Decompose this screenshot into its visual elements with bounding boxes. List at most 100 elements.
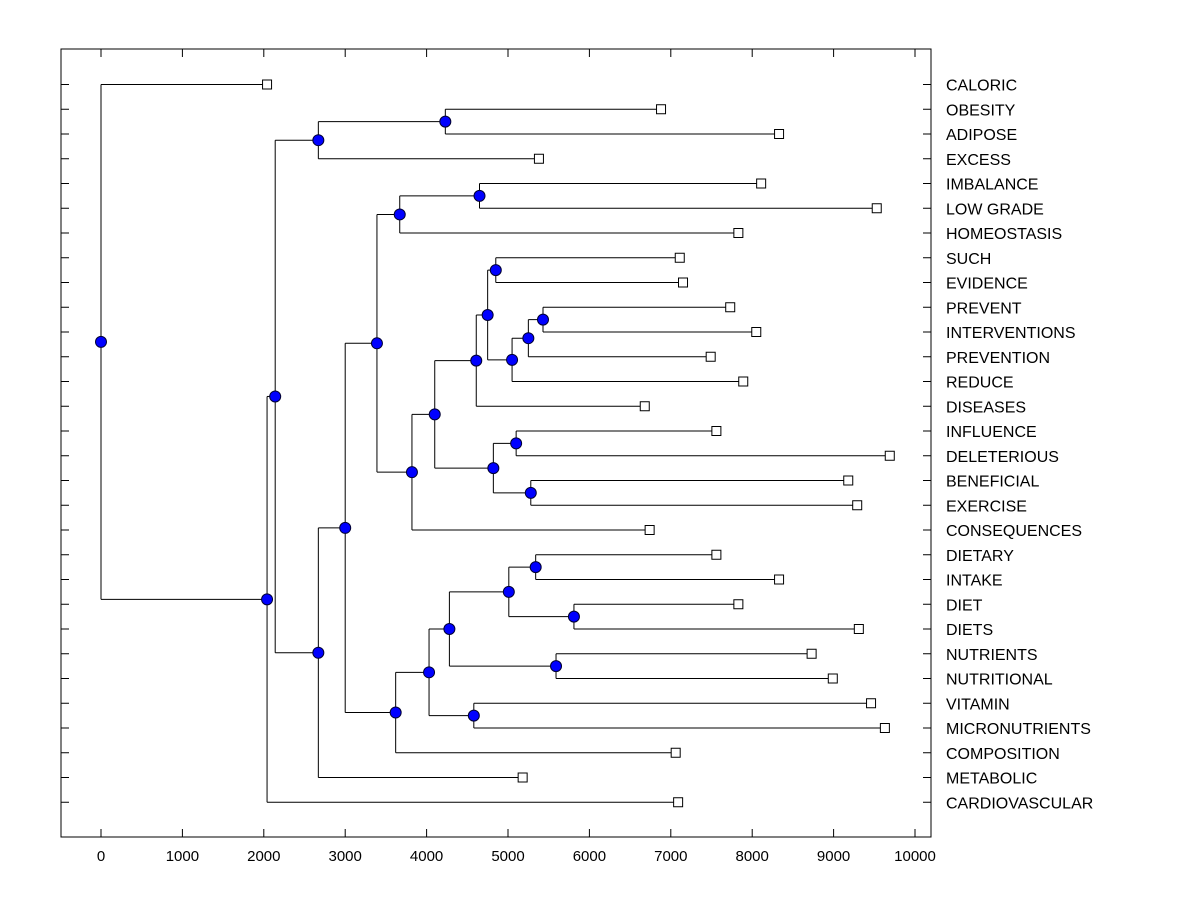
leaf-label: CALORIC (946, 78, 1017, 95)
x-tick-label: 1000 (166, 848, 199, 865)
leaf-markers (262, 79, 895, 808)
leaf-label: COMPOSITION (946, 746, 1060, 763)
x-tick-label: 4000 (410, 848, 443, 865)
leaf-marker (533, 153, 544, 164)
internal-node (95, 335, 107, 348)
leaf-marker (262, 79, 273, 90)
internal-node (339, 521, 352, 534)
leaf-marker (738, 376, 749, 387)
internal-node (439, 115, 452, 128)
leaf-label: CARDIOVASCULAR (946, 795, 1093, 812)
leaf-label: DELETERIOUS (946, 449, 1059, 466)
internal-node (529, 561, 542, 574)
leaf-marker (853, 624, 864, 634)
internal-node (487, 462, 500, 475)
leaf-label: DIET (946, 597, 983, 614)
internal-node (537, 313, 550, 326)
leaf-marker (711, 549, 722, 560)
internal-node (312, 646, 325, 659)
leaf-labels: CALORIC OBESITY ADIPOSE EXCESS IMBALANCE LOW … (946, 78, 1093, 813)
leaf-marker (656, 104, 667, 115)
x-tick-label: 2000 (247, 848, 280, 865)
dendrogram-branches (100, 84, 890, 803)
leaf-label: MICRONUTRIENTS (946, 721, 1091, 738)
x-tick-label: 9000 (817, 848, 850, 865)
leaf-marker (711, 426, 722, 436)
leaf-marker (843, 475, 854, 486)
x-tick-label: 3000 (329, 848, 362, 865)
leaf-marker (774, 129, 785, 139)
leaf-marker (725, 302, 736, 313)
internal-node (524, 486, 537, 499)
leaf-marker (644, 525, 655, 535)
leaf-marker (827, 673, 838, 684)
leaf-label: INTERVENTIONS (946, 325, 1076, 342)
internal-node (470, 354, 483, 367)
axis-ticks: 0 1000 2000 3000 4000 5000 6000 7000 8000 9000 100… (61, 49, 936, 865)
internal-node (506, 353, 519, 366)
internal-node (481, 308, 494, 321)
leaf-label: EVIDENCE (946, 276, 1028, 293)
internal-nodes (95, 115, 580, 722)
x-tick-label: 7000 (654, 848, 687, 865)
leaf-label: DISEASES (946, 399, 1026, 416)
internal-node (389, 706, 402, 719)
leaf-label: IMBALANCE (946, 177, 1038, 194)
internal-node (567, 610, 580, 623)
leaf-marker (639, 401, 650, 412)
leaf-marker (517, 772, 528, 783)
internal-node (428, 408, 441, 421)
leaf-label: CONSEQUENCES (946, 523, 1082, 540)
internal-node (393, 208, 406, 221)
leaf-label: NUTRIENTS (946, 647, 1038, 664)
leaf-marker (879, 723, 890, 733)
leaf-marker (733, 228, 744, 238)
leaf-marker (866, 698, 877, 709)
leaf-marker (674, 252, 685, 263)
x-tick-label: 8000 (736, 848, 769, 865)
leaf-label: SUCH (946, 251, 991, 268)
internal-node (269, 390, 282, 403)
leaf-label: REDUCE (946, 375, 1014, 392)
internal-node (423, 666, 436, 679)
leaf-label: EXERCISE (946, 498, 1027, 515)
internal-node (502, 585, 515, 598)
leaf-marker (751, 327, 762, 337)
leaf-label: DIETARY (946, 548, 1014, 565)
leaf-marker (806, 648, 817, 659)
internal-node (510, 437, 523, 450)
leaf-label: LOW GRADE (946, 201, 1044, 218)
leaf-label: DIETS (946, 622, 993, 639)
plot-frame (60, 48, 932, 838)
internal-node (443, 623, 456, 635)
internal-node (467, 709, 480, 722)
x-tick-label: 0 (97, 848, 105, 865)
internal-node (489, 264, 502, 277)
internal-node (405, 466, 418, 479)
leaf-label: HOMEOSTASIS (946, 226, 1062, 243)
x-tick-label: 5000 (491, 848, 524, 865)
internal-node (550, 660, 563, 673)
internal-node (370, 337, 383, 350)
leaf-label: NUTRITIONAL (946, 672, 1053, 689)
internal-node (312, 134, 325, 147)
leaf-label: VITAMIN (946, 696, 1010, 713)
leaf-marker (705, 351, 716, 362)
leaf-marker (756, 178, 767, 189)
internal-node (473, 189, 486, 202)
leaf-label: ADIPOSE (946, 127, 1017, 144)
leaf-label: OBESITY (946, 102, 1016, 119)
leaf-marker (673, 797, 684, 808)
leaf-marker (884, 450, 895, 461)
leaf-marker (670, 747, 681, 758)
leaf-label: METABOLIC (946, 771, 1037, 788)
leaf-label: BENEFICIAL (946, 474, 1039, 491)
leaf-marker (871, 203, 882, 214)
leaf-label: INTAKE (946, 573, 1003, 590)
leaf-marker (733, 599, 744, 610)
x-tick-label: 6000 (573, 848, 606, 865)
x-tick-label: 10000 (894, 848, 936, 865)
internal-node (522, 332, 535, 345)
leaf-label: INFLUENCE (946, 424, 1037, 441)
